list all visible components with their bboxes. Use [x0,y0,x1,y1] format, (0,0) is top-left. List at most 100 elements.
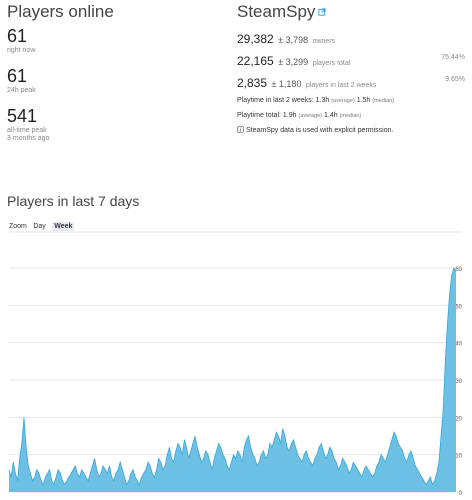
data-point [242,462,243,463]
data-point [263,450,264,451]
zoom-label: Zoom [9,223,27,230]
data-point [432,484,433,485]
data-point [381,454,382,455]
data-point [361,476,362,477]
data-point [372,476,373,477]
data-point [98,476,99,477]
data-point [385,462,386,463]
data-point [201,462,202,463]
data-point [222,454,223,455]
data-point [344,462,345,463]
chart-title: Players in last 7 days [7,193,140,209]
data-point [310,462,311,463]
data-point [396,435,397,436]
data-point [447,323,448,324]
data-point [70,473,71,474]
data-point [77,473,78,474]
data-point [455,271,456,272]
players-24h-peak-label: 24h peak [7,87,36,94]
data-point [83,473,84,474]
data-point [250,447,251,448]
data-point [182,454,183,455]
players-total-margin: ± 3,299 [278,57,309,67]
data-point [147,462,148,463]
owners-margin: ± 3,798 [278,35,309,45]
data-point [340,465,341,466]
data-point [175,450,176,451]
data-point [338,469,339,470]
players-2w-percent: 9.65% [445,76,465,83]
data-point [425,484,426,485]
data-point [143,473,144,474]
data-point [376,465,377,466]
data-point [389,447,390,448]
players-2w-row: 2,835 ± 1,180 players in last 2 weeks [237,74,376,92]
data-point [126,484,127,485]
data-point [28,465,29,466]
players-total-percent: 75.44% [441,54,465,61]
data-point [374,473,375,474]
data-point [451,275,452,276]
data-point [60,473,61,474]
playtime-total-median: 1.4h [324,112,338,119]
data-point [293,439,294,440]
data-point [410,450,411,451]
players-area-series [9,268,456,492]
data-point [417,469,418,470]
data-point [85,476,86,477]
data-point [331,450,332,451]
external-link-icon[interactable] [318,8,327,16]
y-tick-label: 0 [459,491,463,497]
zoom-week-button[interactable]: Week [52,222,75,231]
data-point [342,458,343,459]
data-point [436,473,437,474]
data-point [79,476,80,477]
data-point [252,454,253,455]
data-point [137,480,138,481]
playtime-total-row: Playtime total: 1.9h (average) 1.4h (med… [237,112,361,119]
data-point [156,469,157,470]
data-point [306,450,307,451]
players-2w-margin: ± 1,180 [271,79,302,89]
players-2w-label: players in last 2 weeks [305,82,377,89]
data-point [8,469,9,470]
data-point [220,447,221,448]
data-point [40,480,41,481]
data-point [207,454,208,455]
data-point [398,443,399,444]
data-point [43,484,44,485]
data-point [109,465,110,466]
data-point [321,443,322,444]
data-point [58,469,59,470]
data-point [96,469,97,470]
data-point [45,476,46,477]
data-point [387,454,388,455]
data-point [55,476,56,477]
data-point [428,480,429,481]
data-point [203,458,204,459]
y-tick-label: 40 [455,342,462,348]
players-total-number: 22,165 [237,54,274,68]
data-point [357,469,358,470]
data-point [246,439,247,440]
data-point [26,447,27,448]
data-point [284,435,285,436]
data-point [359,473,360,474]
data-point [128,480,129,481]
data-point [254,458,255,459]
data-point [449,294,450,295]
data-point [319,447,320,448]
players-all-time-peak-ago: 3 months ago [7,135,50,142]
data-point [180,447,181,448]
zoom-day-button[interactable]: Day [33,223,46,230]
data-point [38,473,39,474]
data-point [368,469,369,470]
data-point [49,469,50,470]
data-point [192,443,193,444]
data-point [265,458,266,459]
data-point [92,465,93,466]
data-point [421,476,422,477]
data-point [257,465,258,466]
data-point [117,469,118,470]
players-right-now-label: right now [7,47,36,54]
